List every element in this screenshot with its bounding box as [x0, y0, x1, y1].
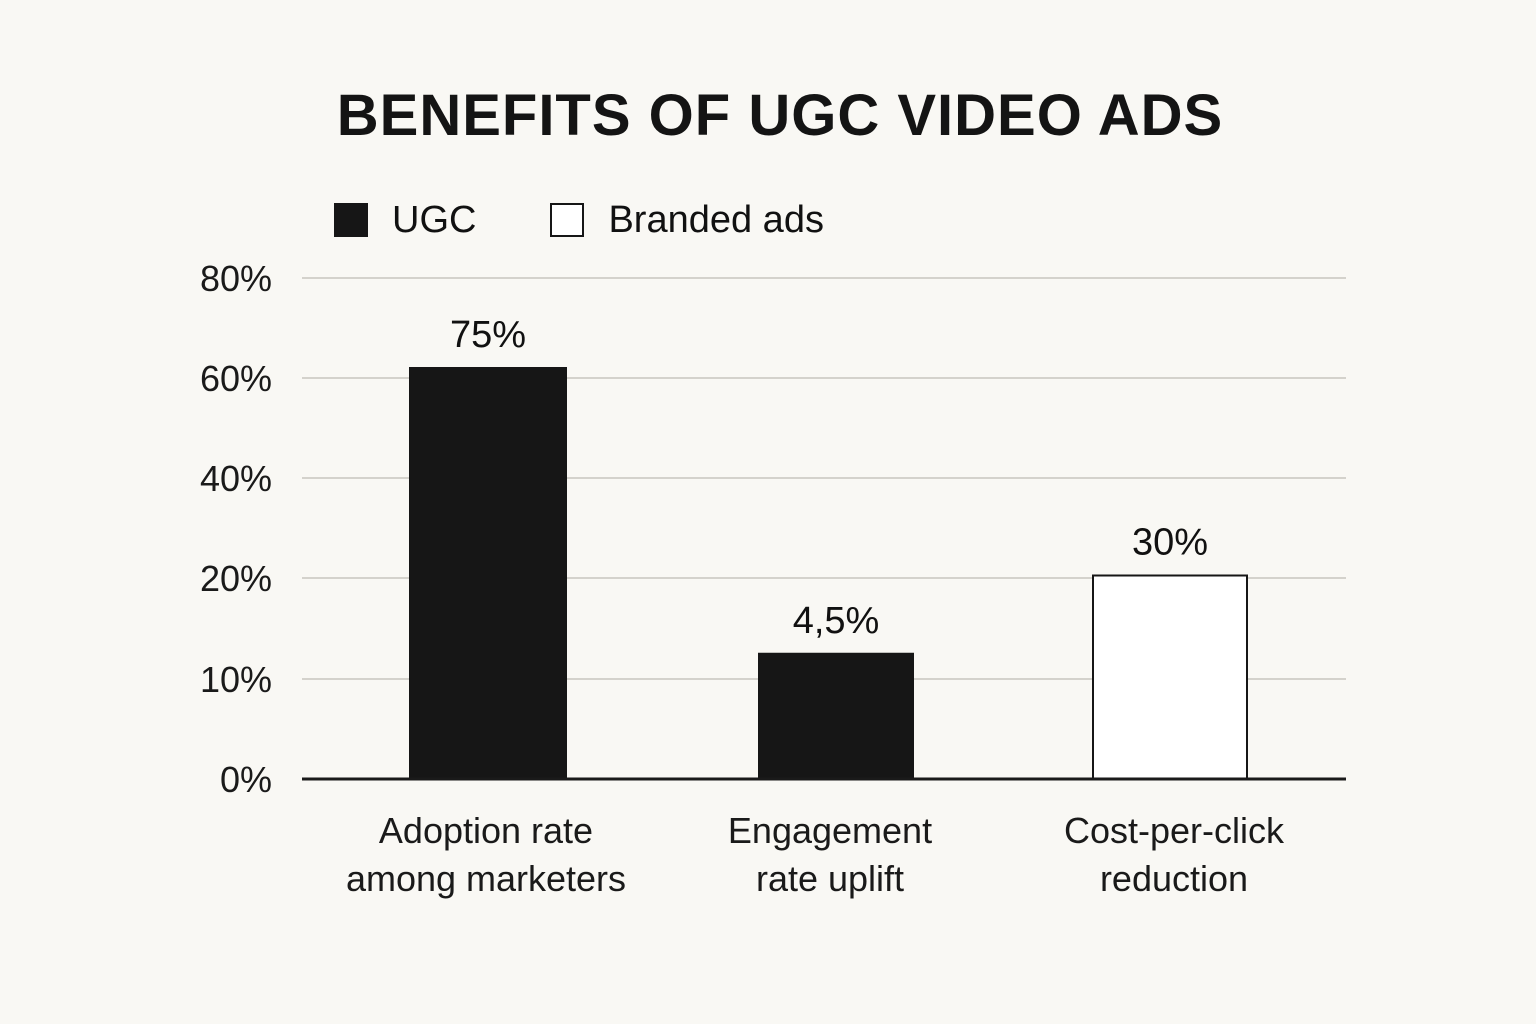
legend-label-ugc: UGC: [392, 198, 477, 241]
category-labels: Adoption rate among marketers Engagement ra…: [346, 810, 1285, 899]
category-label: rate uplift: [756, 858, 904, 899]
y-tick-label: 0%: [220, 759, 272, 800]
y-tick-label: 60%: [200, 358, 272, 399]
legend-swatch-branded: [550, 203, 585, 237]
legend-label-branded: Branded ads: [608, 198, 824, 241]
bars: [409, 367, 1248, 780]
data-label: 30%: [1132, 522, 1208, 564]
data-label: 4,5%: [793, 600, 880, 642]
data-labels: 75% 4,5% 30%: [450, 314, 1208, 642]
y-axis-ticks: 0% 10% 20% 40% 60% 80%: [200, 258, 272, 800]
bar: [1092, 574, 1248, 780]
y-tick-label: 40%: [200, 458, 272, 499]
category-label: Engagement: [728, 810, 932, 851]
legend-item-ugc: UGC: [334, 199, 476, 242]
category-label: Cost-per-click: [1064, 810, 1285, 851]
legend-item-branded: Branded ads: [476, 199, 824, 242]
category-label: among marketers: [346, 858, 626, 899]
legend-swatch-ugc: [334, 203, 368, 237]
chart-title: BENEFITS OF UGC VIDEO ADS: [336, 83, 1224, 148]
category-label: reduction: [1100, 858, 1248, 899]
bar: [758, 652, 914, 780]
y-tick-label: 80%: [200, 258, 272, 299]
legend: UGC Branded ads: [334, 198, 824, 242]
bar: [409, 367, 567, 780]
y-tick-label: 10%: [200, 659, 272, 700]
category-label: Adoption rate: [379, 810, 593, 851]
data-label: 75%: [450, 314, 526, 356]
y-tick-label: 20%: [200, 558, 272, 599]
